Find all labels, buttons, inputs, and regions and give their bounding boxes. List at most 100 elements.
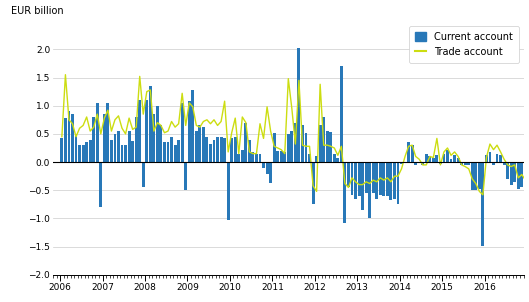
Bar: [174, 145, 177, 162]
Bar: [81, 145, 85, 162]
Bar: [503, 162, 506, 165]
Bar: [340, 66, 343, 162]
Bar: [488, 152, 491, 162]
Bar: [521, 162, 523, 188]
Bar: [121, 145, 123, 162]
Bar: [478, 162, 481, 189]
Bar: [96, 103, 99, 162]
Bar: [290, 131, 293, 162]
Bar: [284, 152, 286, 162]
Bar: [435, 155, 439, 162]
Bar: [142, 162, 145, 188]
Bar: [527, 128, 529, 162]
Bar: [308, 154, 311, 162]
Bar: [273, 133, 276, 162]
Text: EUR billion: EUR billion: [11, 6, 63, 16]
Bar: [269, 162, 272, 184]
Bar: [372, 162, 375, 193]
Bar: [75, 134, 77, 162]
Bar: [145, 100, 148, 162]
Bar: [375, 162, 378, 199]
Bar: [117, 131, 120, 162]
Bar: [315, 156, 318, 162]
Bar: [238, 154, 240, 162]
Bar: [106, 103, 110, 162]
Bar: [68, 111, 70, 162]
Bar: [361, 162, 364, 210]
Bar: [364, 162, 368, 193]
Bar: [358, 162, 360, 196]
Bar: [177, 140, 180, 162]
Bar: [318, 125, 322, 162]
Bar: [64, 118, 67, 162]
Bar: [510, 162, 513, 185]
Bar: [450, 159, 452, 162]
Bar: [205, 137, 208, 162]
Bar: [127, 131, 131, 162]
Bar: [99, 162, 102, 207]
Bar: [354, 162, 357, 199]
Bar: [103, 114, 106, 162]
Bar: [312, 162, 315, 204]
Bar: [276, 151, 279, 162]
Bar: [251, 152, 254, 162]
Bar: [481, 162, 485, 246]
Bar: [230, 138, 233, 162]
Bar: [152, 114, 156, 162]
Bar: [397, 162, 399, 204]
Bar: [280, 151, 282, 162]
Bar: [379, 162, 382, 195]
Bar: [160, 125, 162, 162]
Bar: [467, 162, 470, 165]
Bar: [181, 103, 184, 162]
Bar: [453, 155, 456, 162]
Bar: [492, 162, 495, 165]
Bar: [471, 162, 474, 190]
Bar: [85, 142, 88, 162]
Bar: [110, 140, 113, 162]
Bar: [499, 155, 502, 162]
Bar: [167, 142, 169, 162]
Bar: [138, 100, 141, 162]
Bar: [506, 162, 509, 179]
Bar: [71, 114, 74, 162]
Bar: [386, 162, 389, 196]
Bar: [234, 137, 236, 162]
Bar: [216, 137, 219, 162]
Bar: [333, 154, 336, 162]
Bar: [287, 134, 290, 162]
Bar: [202, 127, 205, 162]
Bar: [262, 162, 265, 168]
Bar: [336, 158, 339, 162]
Bar: [496, 154, 498, 162]
Bar: [227, 162, 230, 220]
Bar: [411, 145, 414, 162]
Bar: [330, 132, 332, 162]
Bar: [266, 162, 269, 175]
Bar: [92, 117, 95, 162]
Bar: [220, 137, 223, 162]
Bar: [439, 162, 442, 164]
Bar: [305, 133, 307, 162]
Legend: Current account, Trade account: Current account, Trade account: [409, 26, 519, 63]
Bar: [343, 162, 346, 223]
Bar: [446, 150, 449, 162]
Bar: [89, 140, 92, 162]
Bar: [213, 140, 215, 162]
Bar: [347, 162, 350, 188]
Bar: [464, 162, 467, 165]
Bar: [170, 137, 173, 162]
Bar: [259, 154, 261, 162]
Bar: [241, 150, 244, 162]
Bar: [188, 101, 190, 162]
Bar: [209, 144, 212, 162]
Bar: [389, 162, 393, 201]
Bar: [428, 156, 431, 162]
Bar: [297, 48, 300, 162]
Bar: [163, 142, 166, 162]
Bar: [301, 125, 304, 162]
Bar: [393, 162, 396, 199]
Bar: [198, 125, 202, 162]
Bar: [248, 140, 251, 162]
Bar: [223, 138, 226, 162]
